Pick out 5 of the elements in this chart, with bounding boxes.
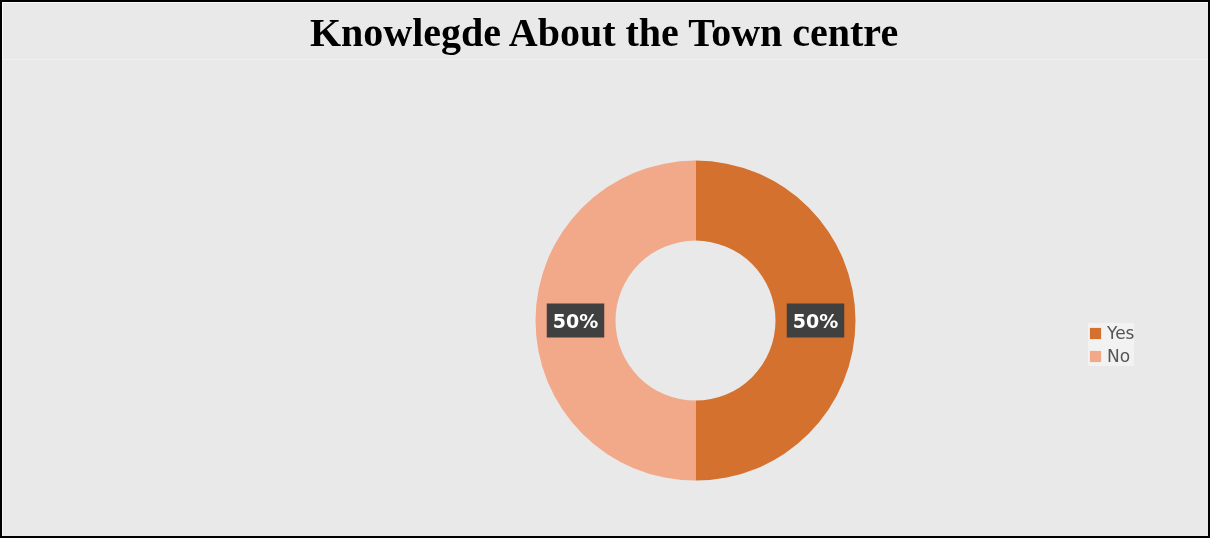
data-label: 50%: [552, 309, 599, 332]
chart-title: Knowlegde About the Town centre: [309, 9, 899, 55]
legend-label: No: [1107, 346, 1131, 366]
legend-label: Yes: [1107, 323, 1135, 343]
data-label: 50%: [792, 309, 839, 332]
